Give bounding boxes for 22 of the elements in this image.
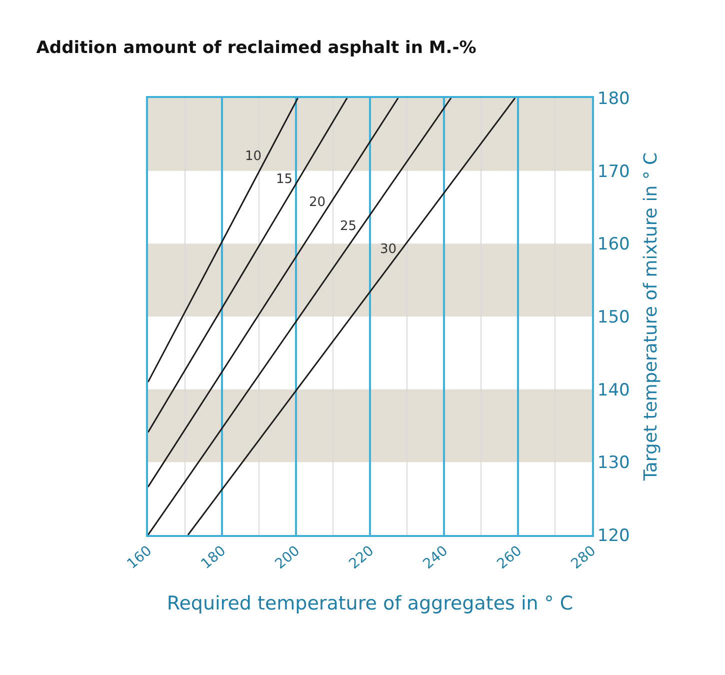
x-tick-label: 280 bbox=[568, 542, 600, 572]
x-axis-title: Required temperature of aggregates in ° C bbox=[166, 592, 574, 615]
y-tick-label: 180 bbox=[597, 88, 630, 109]
y-tick-label: 150 bbox=[597, 307, 630, 328]
x-tick-label: 240 bbox=[420, 542, 452, 572]
x-tick-label: 260 bbox=[494, 542, 526, 572]
y-tick-label: 140 bbox=[597, 380, 630, 400]
x-tick-label: 180 bbox=[198, 542, 230, 572]
series-label: 15 bbox=[276, 172, 293, 187]
series-label: 10 bbox=[245, 149, 262, 164]
y-axis-title: Target temperature of mixture in ° C bbox=[640, 152, 662, 482]
series-label: 20 bbox=[309, 195, 326, 210]
x-tick-label: 160 bbox=[124, 542, 156, 572]
y-tick-label: 120 bbox=[597, 526, 630, 546]
series-label: 30 bbox=[380, 242, 397, 257]
y-tick-label: 160 bbox=[597, 234, 630, 255]
x-tick-label: 200 bbox=[272, 542, 304, 572]
y-tick-label: 130 bbox=[597, 453, 630, 474]
y-tick-label: 170 bbox=[597, 162, 630, 182]
chart-title: Addition amount of reclaimed asphalt in M.-% bbox=[36, 38, 476, 58]
series-label: 25 bbox=[340, 219, 357, 234]
x-tick-label: 220 bbox=[346, 542, 378, 572]
